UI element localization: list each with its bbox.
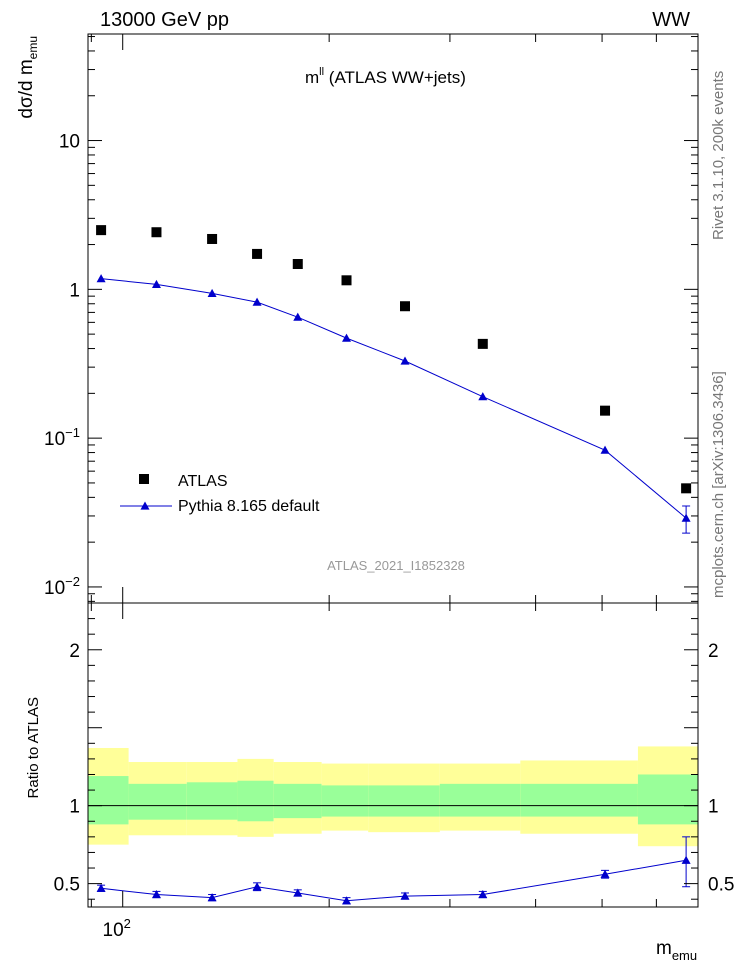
ratio-frame — [87, 602, 699, 908]
ratio-band-inner — [186, 782, 238, 820]
ratio-point — [252, 882, 262, 891]
main-ytick-label-sup: −1 — [65, 425, 80, 440]
pythia-point — [207, 288, 217, 297]
xlabel-sub: emu — [672, 948, 697, 963]
plot-title-sup: ll — [319, 66, 324, 78]
xlabel-text: m — [656, 938, 672, 959]
ratio-point — [478, 890, 488, 899]
ratio-point — [600, 869, 610, 878]
plot-title: mll (ATLAS WW+jets) — [305, 66, 466, 87]
ratio-band-inner — [273, 783, 322, 819]
main-ytick-label: 10−2 — [44, 574, 80, 599]
xtick-label-base: 10 — [103, 920, 124, 941]
atlas-point — [151, 227, 162, 238]
atlas-point — [96, 225, 107, 236]
ratio-point — [151, 890, 161, 899]
ratio-ytick-label-left: 2 — [69, 641, 80, 662]
ratio-point — [342, 896, 352, 905]
main-panel — [96, 225, 692, 534]
ratio-point — [681, 855, 691, 864]
ratio-ylabel: Ratio to ATLAS — [25, 697, 42, 798]
main-frame — [87, 33, 699, 604]
pythia-point — [96, 274, 106, 283]
ratio-line — [101, 859, 687, 902]
ratio-bands — [88, 746, 698, 847]
pythia-point — [342, 333, 352, 342]
header-right: WW — [652, 9, 690, 31]
pythia-point — [151, 279, 161, 288]
ratio-band-inner — [520, 783, 638, 817]
analysis-tag: ATLAS_2021_I1852328 — [327, 558, 465, 573]
legend-atlas-label: ATLAS — [178, 473, 228, 490]
atlas-point — [292, 259, 303, 270]
ratio-point — [293, 888, 303, 897]
main-ytick-label: 10−1 — [44, 425, 80, 450]
pythia-line — [101, 278, 687, 519]
ratio-band-inner — [128, 783, 187, 820]
legend-pythia-label: Pythia 8.165 default — [178, 498, 320, 515]
pythia-point — [293, 312, 303, 321]
ratio-point — [207, 893, 217, 902]
ratio-band-inner — [321, 785, 369, 817]
pythia-point — [252, 297, 262, 306]
xtick-label-sup: 2 — [124, 916, 131, 931]
main-ytick-label-base: 10 — [59, 132, 80, 153]
main-ylabel-text: dσ/d m — [16, 59, 37, 118]
atlas-point — [600, 405, 611, 416]
ratio-point — [400, 891, 410, 900]
ratio-ytick-label-left: 1 — [69, 797, 80, 818]
atlas-point — [252, 248, 263, 259]
ratio-band-inner — [237, 780, 274, 822]
ratio-ytick-label-left: 0.5 — [54, 875, 80, 896]
ratio-band-inner — [439, 783, 521, 817]
atlas-point — [207, 233, 218, 244]
legend-pythia-marker — [140, 501, 150, 510]
ratio-panel — [96, 836, 691, 905]
header-left: 13000 GeV pp — [100, 9, 229, 31]
legend-atlas-marker — [139, 474, 149, 484]
main-ylabel: dσ/d memu — [16, 36, 40, 119]
ratio-band-inner — [368, 785, 440, 817]
ratio-ytick-label-right: 1 — [708, 797, 719, 818]
main-ytick-label: 1 — [69, 280, 80, 301]
plot-title-rest: (ATLAS WW+jets) — [324, 68, 466, 87]
pythia-point — [400, 356, 410, 365]
source-label: mcplots.cern.ch [arXiv:1306.3436] — [710, 371, 727, 598]
main-ylabel-sub: emu — [26, 36, 40, 59]
pythia-point — [478, 392, 488, 401]
rivet-label: Rivet 3.1.10, 200k events — [710, 71, 727, 240]
atlas-point — [400, 301, 411, 312]
main-ytick-label-sup: −2 — [65, 574, 80, 589]
ratio-ytick-label-right: 2 — [708, 641, 719, 662]
pythia-point — [600, 445, 610, 454]
ratio-ytick-label-right: 0.5 — [708, 875, 734, 896]
main-ytick-label-base: 10 — [44, 429, 65, 450]
atlas-point — [477, 338, 488, 349]
xlabel: memu — [656, 938, 697, 963]
atlas-point — [681, 483, 692, 494]
main-ytick-label: 10 — [59, 132, 80, 153]
plot-title-main: m — [305, 68, 319, 87]
main-ytick-label-base: 10 — [44, 578, 65, 599]
ratio-band-inner — [637, 774, 698, 825]
main-ytick-label-base: 1 — [69, 280, 80, 301]
ratio-band-inner — [88, 776, 129, 825]
ratio-point — [96, 883, 106, 892]
legend: ATLAS Pythia 8.165 default — [120, 473, 320, 515]
atlas-point — [341, 275, 352, 286]
xtick-label: 102 — [103, 916, 131, 941]
pythia-point — [681, 513, 691, 522]
